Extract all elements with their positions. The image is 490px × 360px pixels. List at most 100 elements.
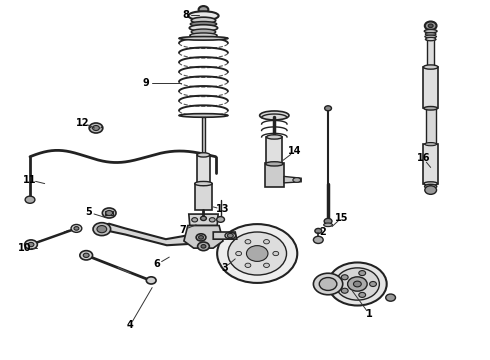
Circle shape xyxy=(93,223,111,235)
Bar xyxy=(195,184,212,211)
Circle shape xyxy=(201,244,206,248)
Circle shape xyxy=(89,123,103,133)
Ellipse shape xyxy=(424,182,438,185)
Ellipse shape xyxy=(266,162,283,166)
Circle shape xyxy=(196,234,206,241)
Circle shape xyxy=(106,211,113,216)
Circle shape xyxy=(228,232,287,275)
Circle shape xyxy=(236,251,242,256)
Ellipse shape xyxy=(425,33,436,36)
Circle shape xyxy=(342,275,348,280)
Ellipse shape xyxy=(426,37,436,41)
Text: 13: 13 xyxy=(216,204,229,215)
Circle shape xyxy=(315,228,322,233)
Text: 14: 14 xyxy=(288,146,301,156)
Circle shape xyxy=(428,24,433,28)
Bar xyxy=(202,117,205,153)
Text: 11: 11 xyxy=(23,175,37,185)
Ellipse shape xyxy=(188,11,219,20)
Circle shape xyxy=(369,282,376,287)
Bar xyxy=(423,67,438,108)
Circle shape xyxy=(347,277,367,291)
Bar xyxy=(105,211,113,215)
Bar xyxy=(197,155,210,184)
Ellipse shape xyxy=(225,232,236,239)
Text: 8: 8 xyxy=(182,10,189,20)
Ellipse shape xyxy=(189,25,218,31)
Circle shape xyxy=(198,6,208,13)
Polygon shape xyxy=(213,232,237,239)
Text: 2: 2 xyxy=(319,227,325,237)
Circle shape xyxy=(217,224,297,283)
Circle shape xyxy=(198,235,203,239)
Circle shape xyxy=(245,263,251,267)
Ellipse shape xyxy=(191,17,216,24)
Bar xyxy=(423,144,438,184)
Ellipse shape xyxy=(425,143,437,146)
Text: 1: 1 xyxy=(366,310,373,319)
Text: 6: 6 xyxy=(154,259,160,269)
Text: 5: 5 xyxy=(85,207,92,217)
Bar xyxy=(427,39,434,67)
Circle shape xyxy=(425,186,437,194)
Text: 10: 10 xyxy=(19,243,32,253)
Circle shape xyxy=(80,251,93,260)
Polygon shape xyxy=(189,214,218,226)
Ellipse shape xyxy=(179,37,228,40)
Polygon shape xyxy=(284,176,301,183)
Ellipse shape xyxy=(424,30,437,33)
Ellipse shape xyxy=(425,38,436,41)
Circle shape xyxy=(342,288,348,293)
Text: 12: 12 xyxy=(76,118,90,128)
Circle shape xyxy=(246,246,268,261)
Circle shape xyxy=(353,281,361,287)
Ellipse shape xyxy=(424,107,438,110)
Bar xyxy=(265,163,284,187)
Circle shape xyxy=(359,271,366,276)
Circle shape xyxy=(197,242,209,251)
Circle shape xyxy=(102,208,116,218)
Circle shape xyxy=(328,262,387,306)
Ellipse shape xyxy=(195,181,212,186)
Bar xyxy=(267,137,282,164)
Text: 9: 9 xyxy=(143,78,149,88)
Circle shape xyxy=(97,226,107,233)
Circle shape xyxy=(359,292,366,297)
Polygon shape xyxy=(184,226,223,248)
Circle shape xyxy=(264,263,270,267)
Circle shape xyxy=(319,278,337,291)
Ellipse shape xyxy=(425,35,437,38)
Circle shape xyxy=(200,216,206,221)
Circle shape xyxy=(245,239,251,244)
Circle shape xyxy=(325,106,331,111)
Circle shape xyxy=(227,233,233,238)
Circle shape xyxy=(209,218,215,222)
Ellipse shape xyxy=(197,182,210,185)
Circle shape xyxy=(314,273,343,295)
Circle shape xyxy=(386,294,395,301)
Text: 4: 4 xyxy=(127,320,134,330)
Circle shape xyxy=(25,196,35,203)
Circle shape xyxy=(324,219,332,224)
Circle shape xyxy=(314,236,323,243)
Ellipse shape xyxy=(267,135,282,139)
Ellipse shape xyxy=(191,29,216,35)
Ellipse shape xyxy=(423,65,438,69)
Circle shape xyxy=(217,217,224,222)
Bar xyxy=(426,108,436,144)
Circle shape xyxy=(71,225,82,232)
Circle shape xyxy=(83,253,89,257)
Text: 7: 7 xyxy=(179,225,186,235)
Circle shape xyxy=(24,240,37,249)
Circle shape xyxy=(425,22,437,30)
Circle shape xyxy=(335,268,379,300)
Ellipse shape xyxy=(324,223,332,226)
Text: 15: 15 xyxy=(335,213,348,222)
Circle shape xyxy=(147,277,156,284)
Circle shape xyxy=(93,126,99,131)
Circle shape xyxy=(264,239,270,244)
Circle shape xyxy=(74,226,79,230)
Circle shape xyxy=(28,242,34,247)
Text: 3: 3 xyxy=(221,263,228,273)
Ellipse shape xyxy=(197,153,210,157)
